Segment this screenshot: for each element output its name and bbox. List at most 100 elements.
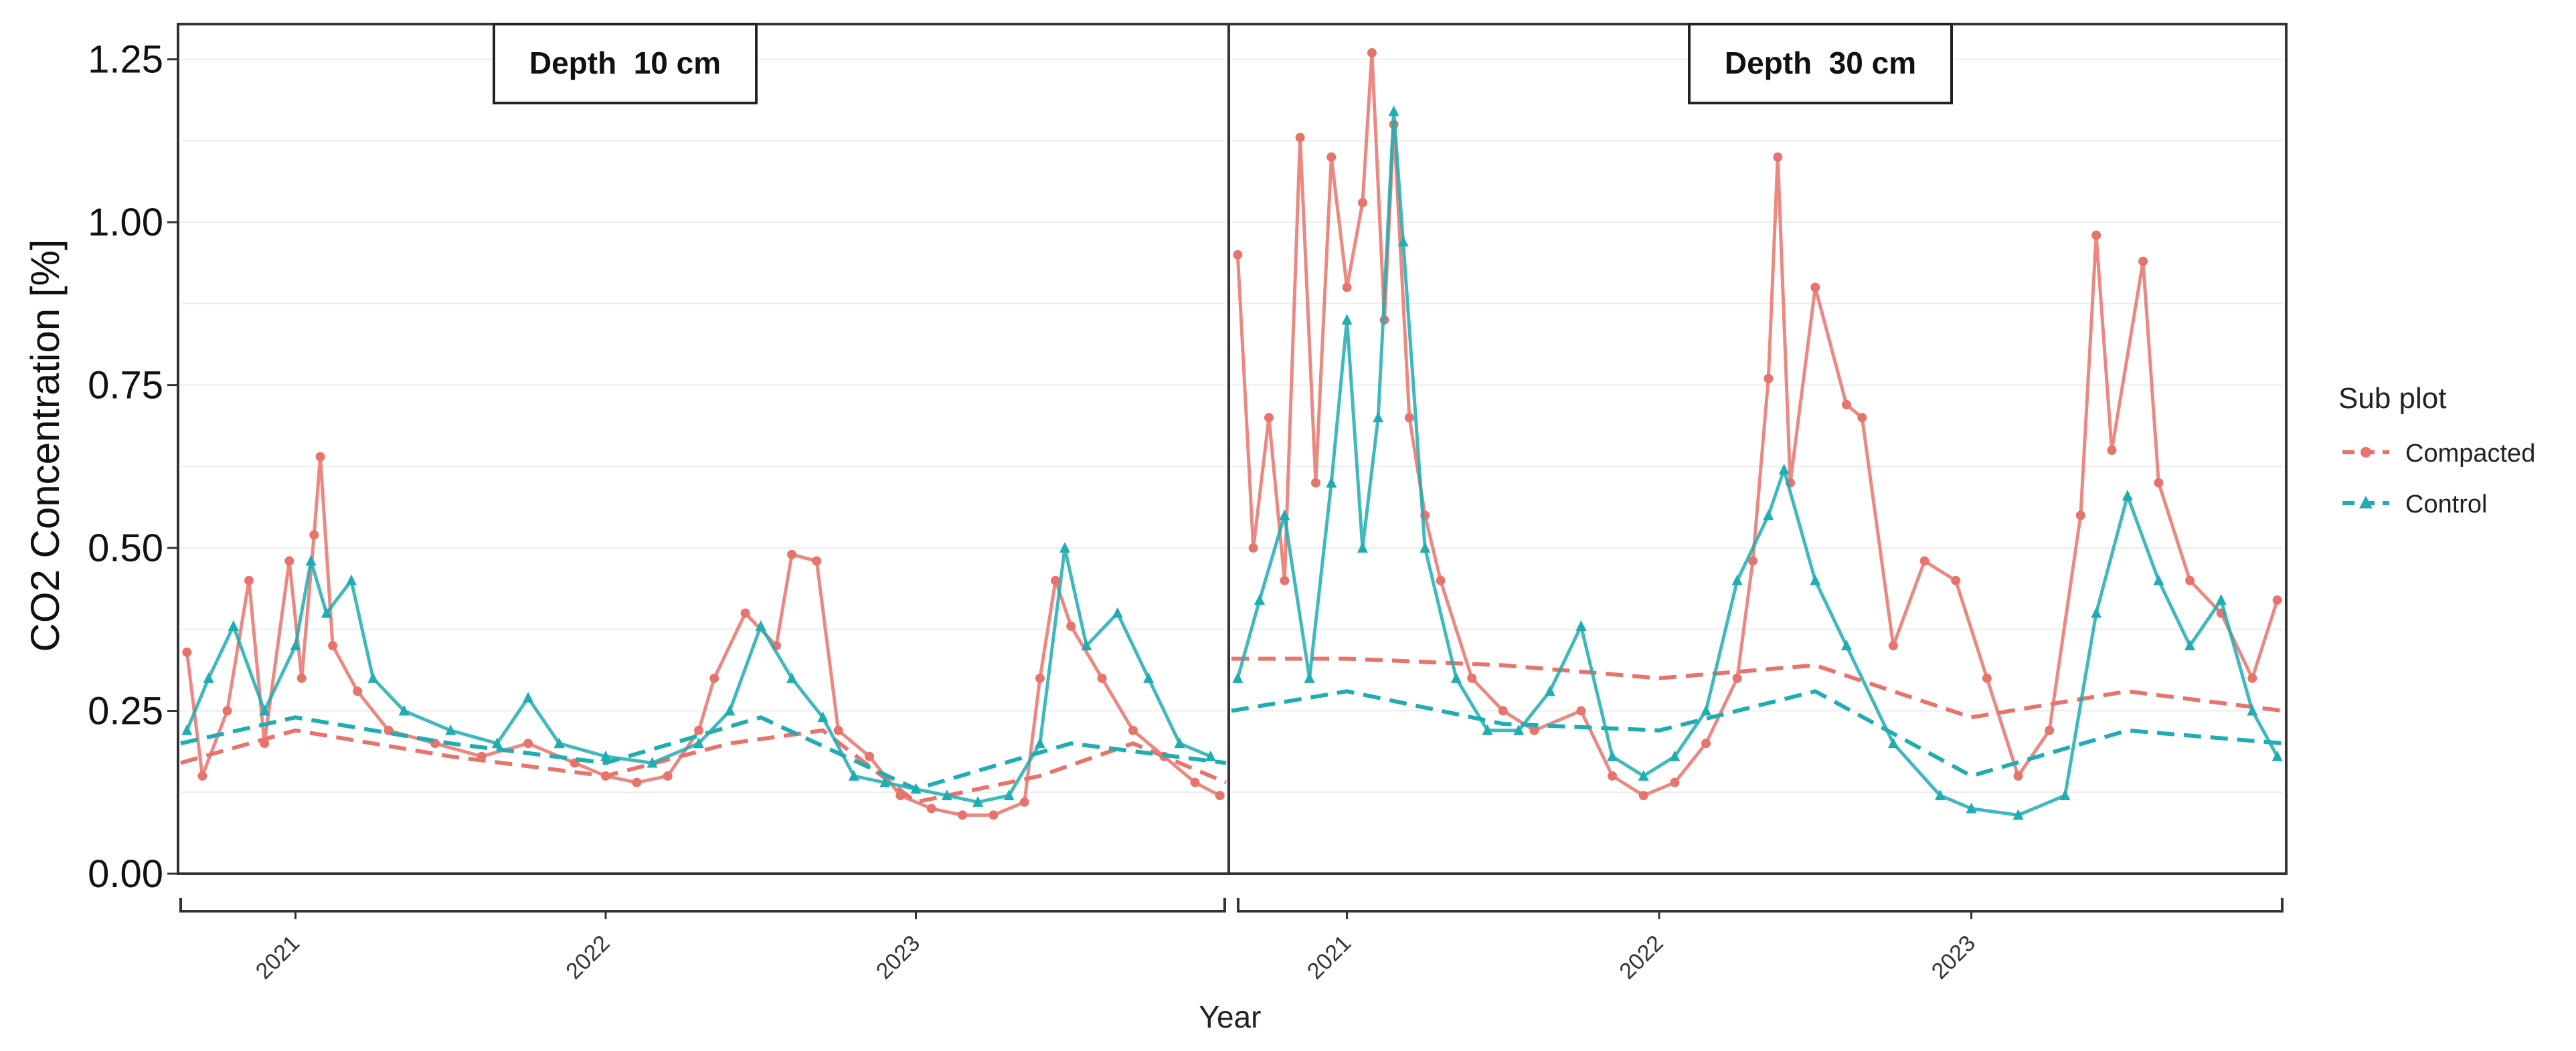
legend-item-control: Control [2342,490,2488,518]
mean-line [1231,689,2284,779]
data-point [958,810,968,820]
data-point [600,750,611,761]
legend-title: Sub plot [2338,382,2446,415]
data-point [203,672,214,683]
data-point [2091,230,2101,240]
data-point [182,647,192,657]
data-point [1436,575,1446,585]
data-point [1397,235,1409,247]
data-point [1342,282,1352,292]
x-axis-title: Year [1199,999,1262,1034]
x-bracket-30cm [1237,898,2284,913]
legend-marker-compacted [2360,447,2371,458]
data-point [2045,725,2055,735]
y-axis-title: CO2 Concentration [%] [23,240,68,652]
x-tick-label: 2021 [1302,931,1356,984]
data-point [1731,574,1743,585]
series-trace [1235,51,2280,797]
panel-label-box-30cm [1688,23,1953,104]
data-point [2184,640,2196,651]
data-point [1857,413,1867,423]
data-point [1174,737,1185,749]
data-point [398,704,410,716]
data-point [1233,250,1243,260]
series-compacted-panel-2 [1231,47,2284,801]
data-point [787,549,797,559]
data-point [724,704,736,716]
data-point [1951,575,1961,585]
data-point [2012,809,2024,820]
data-point [663,771,673,781]
y-tick-label: 1.00 [88,201,163,244]
data-point [1887,737,1899,749]
legend-label-compacted: Compacted [2405,440,2535,468]
data-point [328,641,338,651]
data-point [1388,105,1399,116]
data-point [1373,411,1384,423]
mean-line [1231,656,2284,720]
data-point [2153,574,2164,585]
data-point [1544,685,1555,696]
series-trace [185,546,1211,804]
gridlines [181,58,2284,793]
y-tick-label: 1.25 [88,38,163,82]
panel-frame-10cm [177,23,1230,875]
data-point [259,704,270,716]
data-point [848,769,859,781]
data-point [296,673,307,683]
data-point [553,737,565,749]
data-point [864,751,874,761]
data-point [445,724,456,735]
data-point [367,672,379,683]
x-tick-label: 2022 [1614,931,1668,984]
data-point [1482,724,1493,735]
data-point [1264,413,1274,423]
data-point [1732,673,1742,683]
panel-frame-30cm [1227,23,2288,875]
data-point [1341,314,1353,325]
data-point [1748,556,1758,566]
data-point [1205,750,1216,761]
data-point [2138,256,2148,266]
data-point [1215,791,1225,801]
data-point [709,673,719,683]
data-point [1066,621,1076,631]
data-point [1764,373,1774,383]
panel-label-30cm: Depth 30 cm [1725,45,1916,80]
data-point [244,575,254,585]
data-point [1467,673,1477,683]
data-point [284,556,294,566]
data-point [305,555,317,566]
mean-line [180,715,1227,791]
y-tick-label: 0.50 [88,527,163,570]
data-point [1670,777,1680,787]
data-point [2272,595,2282,605]
series-trace [185,455,1221,817]
x-axis: 2021 2022 2023 2021 2022 2023 [251,911,1980,984]
series-control-panel-2 [1231,105,2284,820]
data-point [2247,673,2257,683]
data-point [1575,619,1587,631]
data-point [1097,673,1107,683]
data-point [1280,575,1290,585]
data-point [1112,607,1123,618]
data-point [309,530,319,540]
data-point [2154,478,2164,488]
data-point [1529,725,1539,735]
data-point [1778,464,1790,475]
data-point [1357,542,1368,553]
data-point [2247,704,2258,716]
data-point [740,608,750,618]
data-point [1420,542,1431,553]
data-point [1607,750,1618,761]
data-point [2271,750,2283,761]
series-layer [180,47,2284,820]
x-tick-label: 2022 [561,931,614,984]
data-point [786,672,798,683]
y-tick-label: 0.00 [88,852,163,896]
x-tick-label: 2021 [251,931,305,984]
data-point [2122,490,2133,501]
legend-marker-control [2359,496,2373,508]
data-point [1128,725,1138,735]
series-control-panel-1 [180,542,1227,807]
